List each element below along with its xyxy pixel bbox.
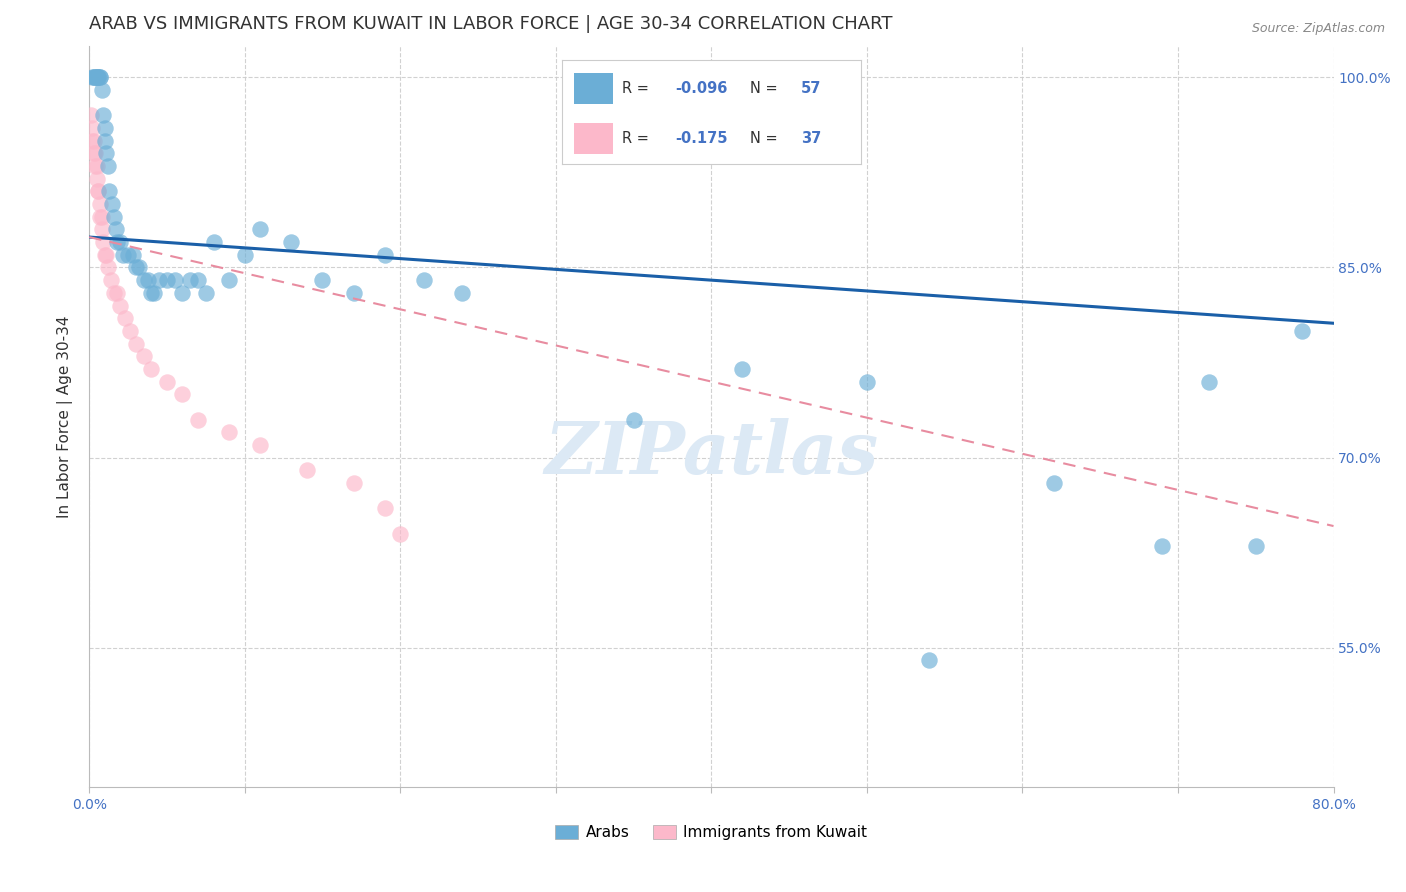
Point <box>218 425 240 440</box>
Point <box>112 248 135 262</box>
Point <box>110 298 132 312</box>
Point <box>105 285 128 300</box>
Point <box>89 70 111 85</box>
Point <box>194 285 217 300</box>
Point <box>132 273 155 287</box>
Point <box>86 70 108 85</box>
Point <box>83 70 105 85</box>
Point <box>374 501 396 516</box>
Y-axis label: In Labor Force | Age 30-34: In Labor Force | Age 30-34 <box>58 315 73 517</box>
Point <box>82 134 104 148</box>
Point <box>90 210 112 224</box>
Point <box>89 70 111 85</box>
Point <box>86 70 108 85</box>
Point <box>93 121 115 136</box>
Point <box>87 70 110 85</box>
Point <box>342 285 364 300</box>
Point <box>172 285 194 300</box>
Point <box>91 108 114 122</box>
Point <box>451 285 474 300</box>
Point <box>218 273 240 287</box>
Point <box>93 248 115 262</box>
Point <box>128 260 150 275</box>
Point <box>1152 539 1174 553</box>
Point <box>104 222 127 236</box>
Text: ZIPatlas: ZIPatlas <box>544 418 879 489</box>
Point <box>148 273 170 287</box>
Point <box>82 70 104 85</box>
Point <box>86 171 108 186</box>
Point <box>311 273 333 287</box>
Point <box>83 70 105 85</box>
Point <box>114 311 136 326</box>
Point <box>132 349 155 363</box>
Point <box>156 273 179 287</box>
Point <box>136 273 159 287</box>
Point <box>87 185 110 199</box>
Point <box>187 412 209 426</box>
Point <box>82 121 104 136</box>
Point <box>93 134 115 148</box>
Point <box>89 197 111 211</box>
Point <box>187 273 209 287</box>
Point <box>412 273 434 287</box>
Point <box>97 159 120 173</box>
Point <box>125 260 148 275</box>
Point <box>141 362 163 376</box>
Point <box>105 235 128 249</box>
Point <box>87 185 110 199</box>
Text: ARAB VS IMMIGRANTS FROM KUWAIT IN LABOR FORCE | AGE 30-34 CORRELATION CHART: ARAB VS IMMIGRANTS FROM KUWAIT IN LABOR … <box>89 15 893 33</box>
Point <box>856 375 879 389</box>
Point <box>918 653 941 667</box>
Point <box>84 146 107 161</box>
Text: Source: ZipAtlas.com: Source: ZipAtlas.com <box>1251 22 1385 36</box>
Point <box>90 83 112 97</box>
Point <box>1291 324 1313 338</box>
Point <box>623 412 645 426</box>
Point <box>233 248 256 262</box>
Point <box>80 108 103 122</box>
Point <box>295 463 318 477</box>
Point <box>342 475 364 490</box>
Point <box>103 285 125 300</box>
Point <box>96 146 118 161</box>
Point <box>280 235 302 249</box>
Point <box>110 235 132 249</box>
Point <box>86 159 108 173</box>
Point <box>179 273 201 287</box>
Point <box>96 248 118 262</box>
Point <box>84 159 107 173</box>
Point <box>89 210 111 224</box>
Point <box>87 70 110 85</box>
Point <box>143 285 166 300</box>
Point <box>103 210 125 224</box>
Point <box>374 248 396 262</box>
Point <box>91 235 114 249</box>
Point <box>121 248 143 262</box>
Point <box>1042 475 1064 490</box>
Point <box>97 260 120 275</box>
Point <box>125 336 148 351</box>
Point <box>83 134 105 148</box>
Legend: Arabs, Immigrants from Kuwait: Arabs, Immigrants from Kuwait <box>550 819 873 847</box>
Point <box>172 387 194 401</box>
Point <box>731 362 754 376</box>
Point <box>249 222 271 236</box>
Point <box>101 197 124 211</box>
Point <box>1244 539 1267 553</box>
Point <box>83 146 105 161</box>
Point <box>156 375 179 389</box>
Point <box>1198 375 1220 389</box>
Point <box>90 222 112 236</box>
Point <box>202 235 225 249</box>
Point <box>249 438 271 452</box>
Point <box>141 285 163 300</box>
Point <box>100 273 122 287</box>
Point <box>389 526 412 541</box>
Point <box>117 248 139 262</box>
Point <box>163 273 186 287</box>
Point <box>118 324 141 338</box>
Point <box>98 185 121 199</box>
Point <box>84 70 107 85</box>
